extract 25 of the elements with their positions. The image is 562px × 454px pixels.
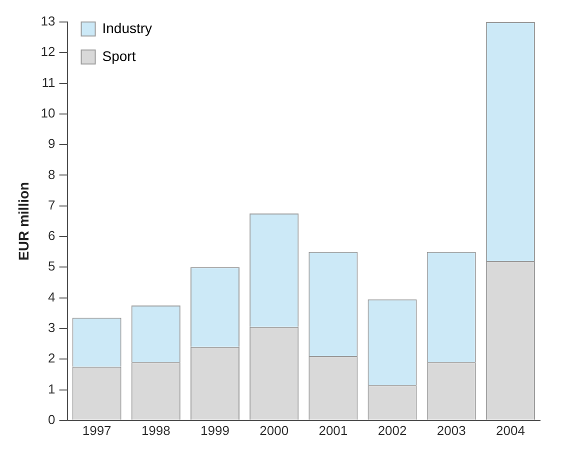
y-tick-label: 12 <box>40 44 56 60</box>
x-tick-label: 2002 <box>378 422 407 438</box>
y-tick-label: 9 <box>48 136 56 152</box>
x-tick-label: 2004 <box>496 422 525 438</box>
y-tick-label: 6 <box>48 228 56 244</box>
x-tick-label: 2001 <box>318 422 348 438</box>
legend-label: Industry <box>102 20 152 36</box>
y-tick-label: 13 <box>40 14 56 29</box>
y-axis-title: EUR million <box>15 182 32 260</box>
x-tick-label: 2003 <box>436 422 466 438</box>
y-tick-label: 3 <box>48 320 56 336</box>
y-tick-label: 2 <box>48 350 56 366</box>
x-tick-label: 1997 <box>82 422 112 438</box>
y-tick-label: 0 <box>48 412 56 427</box>
x-tick-label: 1999 <box>200 422 230 438</box>
y-tick-label: 4 <box>48 289 56 304</box>
legend-label: Sport <box>102 48 136 64</box>
y-tick-label: 8 <box>48 166 56 182</box>
y-tick-label: 10 <box>40 106 56 121</box>
y-tick-label: 11 <box>42 74 56 90</box>
x-tick-label: 2000 <box>260 422 289 438</box>
x-tick-label: 1998 <box>141 422 170 438</box>
y-tick-label: 5 <box>48 258 56 274</box>
y-tick-label: 1 <box>48 381 56 396</box>
y-tick-label: 7 <box>48 197 56 212</box>
